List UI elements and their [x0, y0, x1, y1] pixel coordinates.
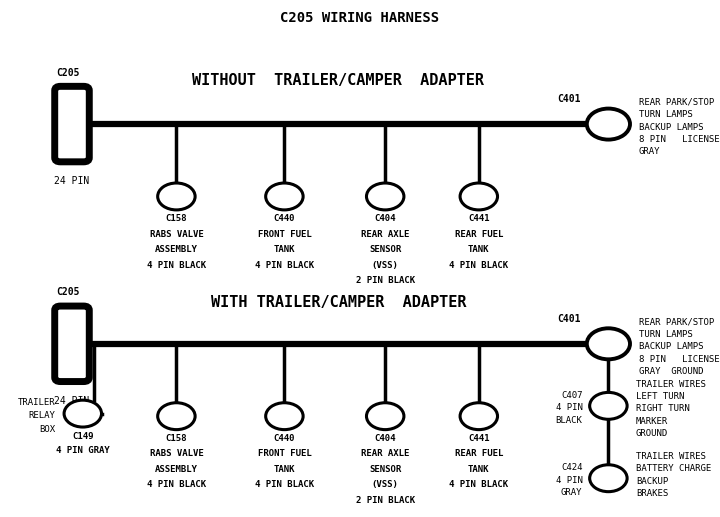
Text: 4 PIN: 4 PIN [556, 476, 582, 485]
Text: C404: C404 [374, 214, 396, 223]
Text: 2 PIN BLACK: 2 PIN BLACK [356, 496, 415, 505]
Text: REAR PARK/STOP: REAR PARK/STOP [639, 317, 714, 327]
Text: REAR FUEL: REAR FUEL [454, 230, 503, 238]
Text: GRAY: GRAY [639, 147, 660, 157]
Text: RABS VALVE: RABS VALVE [150, 449, 203, 458]
Text: TANK: TANK [468, 465, 490, 474]
Circle shape [587, 109, 630, 140]
Text: REAR AXLE: REAR AXLE [361, 449, 410, 458]
Text: TRAILER: TRAILER [18, 398, 55, 407]
FancyBboxPatch shape [55, 306, 89, 382]
Text: TANK: TANK [274, 245, 295, 254]
Text: 4 PIN BLACK: 4 PIN BLACK [147, 480, 206, 489]
FancyBboxPatch shape [55, 86, 89, 162]
Text: C205 WIRING HARNESS: C205 WIRING HARNESS [280, 11, 440, 25]
Text: 2 PIN BLACK: 2 PIN BLACK [356, 276, 415, 285]
Circle shape [64, 400, 102, 427]
Text: C407: C407 [561, 391, 582, 400]
Text: BACKUP: BACKUP [636, 477, 668, 486]
Text: C158: C158 [166, 214, 187, 223]
Text: C441: C441 [468, 434, 490, 443]
Text: ASSEMBLY: ASSEMBLY [155, 465, 198, 474]
Text: 4 PIN GRAY: 4 PIN GRAY [56, 446, 109, 454]
Text: 24 PIN: 24 PIN [55, 176, 89, 186]
Text: BOX: BOX [40, 424, 55, 434]
Text: REAR AXLE: REAR AXLE [361, 230, 410, 238]
Text: (VSS): (VSS) [372, 480, 399, 489]
Text: FRONT FUEL: FRONT FUEL [258, 230, 311, 238]
Text: C401: C401 [557, 314, 581, 324]
Text: C149: C149 [72, 432, 94, 441]
Text: C441: C441 [468, 214, 490, 223]
Text: RELAY: RELAY [29, 411, 55, 420]
Text: C205: C205 [57, 68, 80, 78]
Text: RABS VALVE: RABS VALVE [150, 230, 203, 238]
Text: FRONT FUEL: FRONT FUEL [258, 449, 311, 458]
Text: (VSS): (VSS) [372, 261, 399, 269]
Text: TANK: TANK [468, 245, 490, 254]
Text: 8 PIN   LICENSE LAMPS: 8 PIN LICENSE LAMPS [639, 135, 720, 144]
Text: BACKUP LAMPS: BACKUP LAMPS [639, 123, 703, 132]
Text: ASSEMBLY: ASSEMBLY [155, 245, 198, 254]
Text: GRAY: GRAY [561, 488, 582, 497]
Text: 4 PIN BLACK: 4 PIN BLACK [449, 480, 508, 489]
Text: 4 PIN BLACK: 4 PIN BLACK [449, 261, 508, 269]
Text: 4 PIN BLACK: 4 PIN BLACK [255, 261, 314, 269]
Circle shape [587, 328, 630, 359]
Circle shape [366, 183, 404, 210]
Text: TRAILER WIRES: TRAILER WIRES [636, 379, 706, 389]
Text: LEFT TURN: LEFT TURN [636, 392, 684, 401]
Text: BATTERY CHARGE: BATTERY CHARGE [636, 464, 711, 474]
Text: C424: C424 [561, 463, 582, 473]
Text: RIGHT TURN: RIGHT TURN [636, 404, 690, 414]
Circle shape [460, 403, 498, 430]
Text: C440: C440 [274, 214, 295, 223]
Circle shape [158, 183, 195, 210]
Text: C404: C404 [374, 434, 396, 443]
Text: C401: C401 [557, 94, 581, 104]
Text: SENSOR: SENSOR [369, 245, 401, 254]
Text: GROUND: GROUND [636, 429, 668, 438]
Text: TRAILER WIRES: TRAILER WIRES [636, 452, 706, 461]
Text: C205: C205 [57, 287, 80, 297]
Text: WITH TRAILER/CAMPER  ADAPTER: WITH TRAILER/CAMPER ADAPTER [211, 295, 466, 310]
Text: REAR PARK/STOP: REAR PARK/STOP [639, 98, 714, 107]
Text: BRAKES: BRAKES [636, 489, 668, 498]
Text: C440: C440 [274, 434, 295, 443]
Text: BLACK: BLACK [556, 416, 582, 425]
Text: SENSOR: SENSOR [369, 465, 401, 474]
Text: 4 PIN BLACK: 4 PIN BLACK [147, 261, 206, 269]
Text: 4 PIN BLACK: 4 PIN BLACK [255, 480, 314, 489]
Text: MARKER: MARKER [636, 417, 668, 426]
Circle shape [590, 465, 627, 492]
Circle shape [266, 403, 303, 430]
Text: BACKUP LAMPS: BACKUP LAMPS [639, 342, 703, 352]
Text: 24 PIN: 24 PIN [55, 396, 89, 405]
Text: 8 PIN   LICENSE LAMPS: 8 PIN LICENSE LAMPS [639, 355, 720, 364]
Text: C158: C158 [166, 434, 187, 443]
Text: TURN LAMPS: TURN LAMPS [639, 330, 693, 339]
Circle shape [460, 183, 498, 210]
Text: GRAY  GROUND: GRAY GROUND [639, 367, 703, 376]
Text: TURN LAMPS: TURN LAMPS [639, 110, 693, 119]
Text: TANK: TANK [274, 465, 295, 474]
Circle shape [266, 183, 303, 210]
Circle shape [590, 392, 627, 419]
Text: REAR FUEL: REAR FUEL [454, 449, 503, 458]
Text: WITHOUT  TRAILER/CAMPER  ADAPTER: WITHOUT TRAILER/CAMPER ADAPTER [192, 72, 485, 88]
Circle shape [158, 403, 195, 430]
Text: 4 PIN: 4 PIN [556, 403, 582, 413]
Circle shape [366, 403, 404, 430]
